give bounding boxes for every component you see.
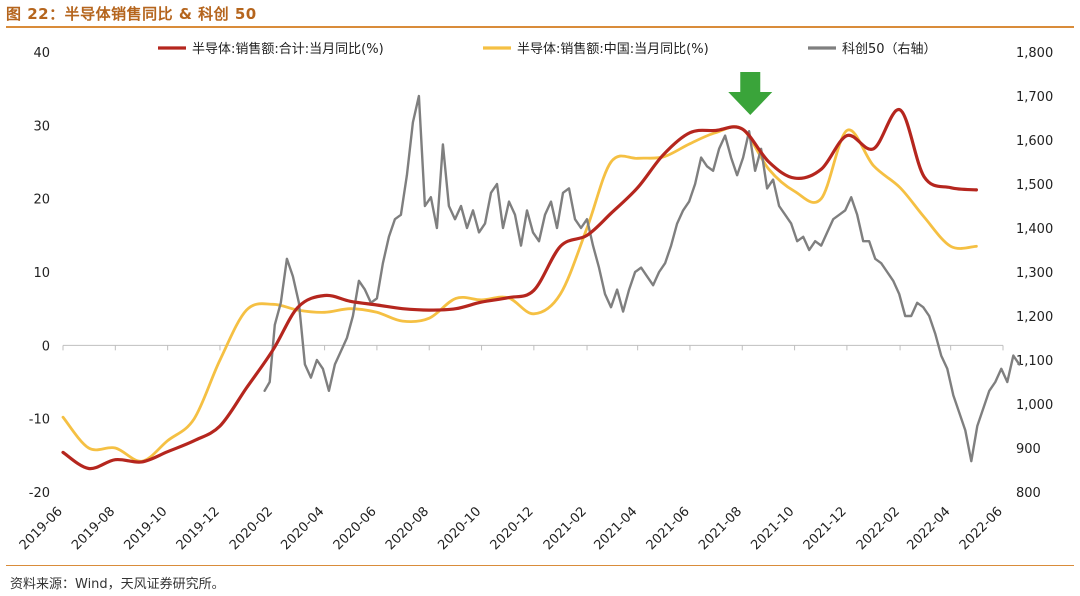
y-right-tick-label: 1,600 [1016,134,1053,149]
bottom-divider [6,565,1074,566]
x-tick-label: 2019-10 [121,504,170,553]
x-tick-label: 2020-10 [435,504,484,553]
x-tick-label: 2021-06 [644,504,693,553]
x-tick-label: 2021-02 [541,504,590,553]
legend: 半导体:销售额:合计:当月同比(%) 半导体:销售额:中国:当月同比(%) 科创50… [158,41,937,57]
legend-label-china: 半导体:销售额:中国:当月同比(%) [517,41,709,57]
figure-title: 图 22：半导体销售同比 & 科创 50 [6,5,257,23]
y-right-tick-label: 1,500 [1016,178,1053,193]
x-tick-label: 2019-08 [69,504,118,553]
x-axis: 2019-06 2019-08 2019-10 2019-12 2020-02 2020-… [17,345,1006,553]
y-right-tick-label: 1,700 [1016,90,1053,105]
y-right-tick-label: 1,300 [1016,266,1053,281]
y-right-tick-label: 1,800 [1016,46,1053,61]
legend-label-total: 半导体:销售额:合计:当月同比(%) [192,41,384,57]
legend-label-kc50: 科创50（右轴） [842,42,937,57]
y-right-tick-label: 900 [1016,442,1041,457]
y-axis-left: 40 30 20 10 0 -10 -20 [29,46,50,501]
y-axis-right: 1,800 1,700 1,600 1,500 1,400 1,300 1,200 1,100… [1016,46,1053,501]
top-divider [6,26,1074,28]
series-group [61,94,1021,471]
y-left-tick-label: -20 [29,486,50,501]
x-tick-label: 2021-08 [696,504,745,553]
x-tick-label: 2021-10 [748,504,797,553]
x-tick-label: 2020-08 [383,504,432,553]
y-right-tick-label: 800 [1016,486,1041,501]
y-left-tick-label: 30 [33,119,50,134]
x-tick-label: 2021-04 [591,504,640,553]
x-tick-label: 2020-02 [227,504,276,553]
x-tick-label: 2022-02 [854,504,903,553]
series-line-kc50 [263,94,1021,463]
chart: 半导体:销售额:合计:当月同比(%) 半导体:销售额:中国:当月同比(%) 科创50… [17,41,1053,553]
y-right-tick-label: 1,100 [1016,354,1053,369]
y-left-tick-label: -10 [29,413,50,428]
x-tick-label: 2022-04 [904,504,953,553]
x-tick-label: 2020-06 [331,504,380,553]
x-tick-label: 2020-12 [488,504,537,553]
annotation [728,72,773,115]
y-left-tick-label: 10 [33,266,50,281]
x-tick-label: 2019-12 [174,504,223,553]
series-line-total [61,108,978,471]
x-tick-label: 2021-12 [801,504,850,553]
x-tick-label: 2019-06 [17,504,66,553]
arrow-down-icon [728,72,773,115]
x-tick-label: 2020-04 [278,504,327,553]
series-line-china [61,125,978,463]
y-right-tick-label: 1,200 [1016,310,1053,325]
y-left-tick-label: 20 [33,193,50,208]
x-tick-label: 2022-06 [957,504,1006,553]
y-right-tick-label: 1,000 [1016,398,1053,413]
y-left-tick-label: 40 [33,46,50,61]
y-left-tick-label: 0 [42,339,50,354]
source-note: 资料来源：Wind，天风证券研究所。 [10,577,225,592]
y-right-tick-label: 1,400 [1016,222,1053,237]
